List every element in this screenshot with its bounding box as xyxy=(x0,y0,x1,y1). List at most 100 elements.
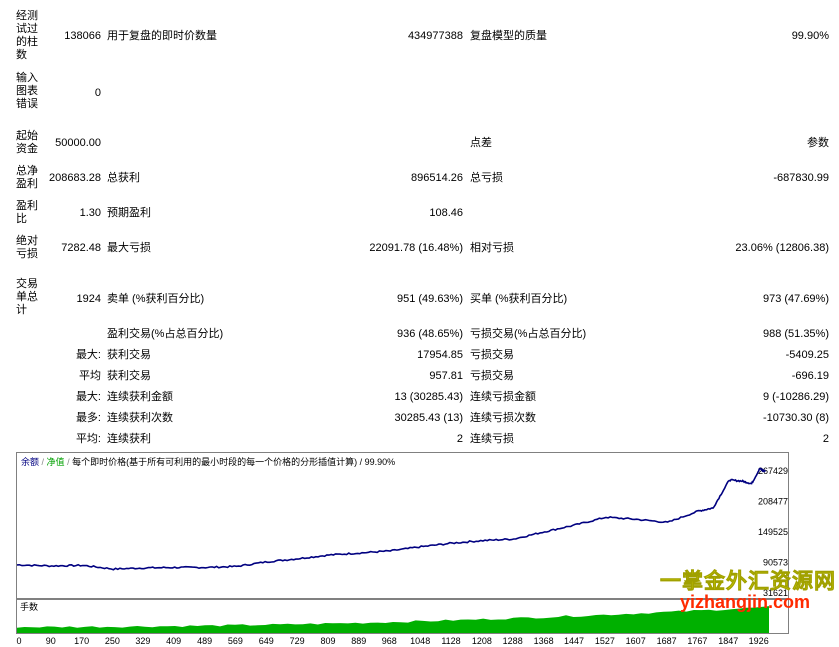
row-value-left: 13 (30285.43) xyxy=(394,391,464,403)
balance-line xyxy=(17,467,766,571)
errors-label: 输入图表错误 xyxy=(16,72,38,110)
x-tick-label: 170 xyxy=(74,636,89,646)
balance-chart: 余额 / 净值 / 每个即时价格(基于所有可利用的最小时段的每一个价格的分形插值… xyxy=(16,452,789,599)
row-label-left: 连续获利次数 xyxy=(107,412,173,424)
short-positions-label: 卖单 (%获利百分比) xyxy=(107,293,205,305)
y-tick-label: 208477 xyxy=(758,497,788,507)
long-positions-value: 973 (47.69%) xyxy=(762,293,829,305)
row-value-right: -5409.25 xyxy=(785,349,829,361)
x-tick-label: 1527 xyxy=(595,636,615,646)
row-value-right: 2 xyxy=(822,433,829,445)
spread-label: 点差 xyxy=(470,137,492,149)
x-tick-label: 1447 xyxy=(564,636,584,646)
row-value-left: 17954.85 xyxy=(417,349,463,361)
x-tick-label: 1048 xyxy=(410,636,430,646)
y-tick-label: 90573 xyxy=(763,558,788,568)
row-label-right: 连续亏损金额 xyxy=(470,391,536,403)
deposit-label: 起始资金 xyxy=(16,130,38,155)
ticks-value: 434977388 xyxy=(407,30,463,42)
rel-drawdown-label: 相对亏损 xyxy=(470,242,514,254)
volume-panel: 手数 xyxy=(16,599,789,634)
x-tick-label: 1847 xyxy=(718,636,738,646)
expected-payoff-label: 预期盈利 xyxy=(107,207,151,219)
x-tick-label: 329 xyxy=(135,636,150,646)
total-trades-value: 1924 xyxy=(76,293,101,305)
x-tick-label: 968 xyxy=(382,636,397,646)
max-drawdown-label: 最大亏损 xyxy=(107,242,151,254)
x-tick-label: 90 xyxy=(46,636,56,646)
ticks-label: 用于复盘的即时价数量 xyxy=(107,30,217,42)
gross-profit-value: 896514.26 xyxy=(411,172,463,184)
row-label-left: 连续获利 xyxy=(107,433,151,445)
abs-drawdown-label: 绝对亏损 xyxy=(16,235,38,260)
x-tick-label: 250 xyxy=(105,636,120,646)
watermark-url: yizhangjin.com xyxy=(680,592,811,612)
gross-profit-label: 总获利 xyxy=(107,172,140,184)
bars-label: 经测试过的柱数 xyxy=(16,10,38,61)
abs-drawdown-value: 7282.48 xyxy=(61,242,101,254)
x-tick-label: 409 xyxy=(166,636,181,646)
row-label-left: 获利交易 xyxy=(107,349,151,361)
net-profit-value: 208683.28 xyxy=(49,172,101,184)
x-tick-label: 1607 xyxy=(626,636,646,646)
row-prefix: 平均 xyxy=(79,370,101,382)
x-tick-label: 1926 xyxy=(749,636,769,646)
total-trades-label: 交易单总计 xyxy=(16,278,38,316)
volume-area xyxy=(17,606,769,633)
net-profit-label: 总净盈利 xyxy=(16,165,38,190)
row-value-left: 30285.43 (13) xyxy=(394,412,464,424)
expected-payoff-value: 108.46 xyxy=(429,207,463,219)
row-prefix: 最大: xyxy=(75,391,101,403)
x-tick-label: 0 xyxy=(16,636,21,646)
legend-equity: 净值 xyxy=(46,457,65,467)
x-tick-label: 489 xyxy=(197,636,212,646)
profit-trades-value: 936 (48.65%) xyxy=(396,328,463,340)
quality-label: 复盘模型的质量 xyxy=(470,30,547,42)
x-tick-label: 809 xyxy=(320,636,335,646)
balance-plot: 267429 208477 149525 90573 31621 xyxy=(17,466,788,598)
x-tick-label: 1368 xyxy=(534,636,554,646)
legend-balance: 余额 xyxy=(21,457,40,467)
x-tick-label: 1767 xyxy=(687,636,707,646)
legend-quality: 99.90% xyxy=(364,457,396,467)
y-tick-label: 267429 xyxy=(758,466,788,476)
long-positions-label: 买单 (%获利百分比) xyxy=(470,293,568,305)
x-axis: 0 90 170 250 329 409 489 569 649 729 809 889 968 1048… xyxy=(16,636,769,646)
row-value-right: -10730.30 (8) xyxy=(762,412,829,424)
gross-loss-label: 总亏损 xyxy=(470,172,503,184)
row-label-right: 亏损交易 xyxy=(470,370,514,382)
x-tick-label: 649 xyxy=(259,636,274,646)
x-tick-label: 729 xyxy=(290,636,305,646)
gross-loss-value: -687830.99 xyxy=(773,172,829,184)
errors-value: 0 xyxy=(94,87,101,99)
row-label-left: 获利交易 xyxy=(107,370,151,382)
profit-trades-label: 盈利交易(%占总百分比) xyxy=(107,328,224,340)
x-tick-label: 889 xyxy=(351,636,366,646)
loss-trades-label: 亏损交易(%占总百分比) xyxy=(470,328,587,340)
volume-plot xyxy=(17,606,769,633)
x-tick-label: 1687 xyxy=(657,636,677,646)
row-label-right: 亏损交易 xyxy=(470,349,514,361)
row-label-left: 连续获利金额 xyxy=(107,391,173,403)
chart-legend: 余额 / 净值 / 每个即时价格(基于所有可利用的最小时段的每一个价格的分形插值… xyxy=(21,457,396,467)
x-tick-label: 569 xyxy=(228,636,243,646)
max-drawdown-value: 22091.78 (16.48%) xyxy=(369,242,463,254)
row-label-right: 连续亏损 xyxy=(470,433,514,445)
y-tick-label: 149525 xyxy=(758,527,788,537)
bars-value: 138066 xyxy=(64,30,101,42)
row-value-right: 9 (-10286.29) xyxy=(762,391,829,403)
x-tick-label: 1128 xyxy=(441,636,460,646)
legend-description: 每个即时价格(基于所有可利用的最小时段的每一个价格的分形插值计算) xyxy=(72,457,358,467)
x-tick-label: 1288 xyxy=(503,636,523,646)
row-prefix: 最大: xyxy=(75,349,101,361)
x-tick-label: 1208 xyxy=(472,636,492,646)
row-value-left: 957.81 xyxy=(429,370,463,382)
deposit-value: 50000.00 xyxy=(55,137,101,149)
rel-drawdown-value: 23.06% (12806.38) xyxy=(735,242,829,254)
row-value-right: -696.19 xyxy=(791,370,829,382)
row-prefix: 最多: xyxy=(75,412,101,424)
volume-label: 手数 xyxy=(20,602,39,612)
y-tick-label: 31621 xyxy=(763,588,788,598)
row-value-left: 2 xyxy=(456,433,463,445)
profit-factor-label: 盈利比 xyxy=(16,200,38,225)
